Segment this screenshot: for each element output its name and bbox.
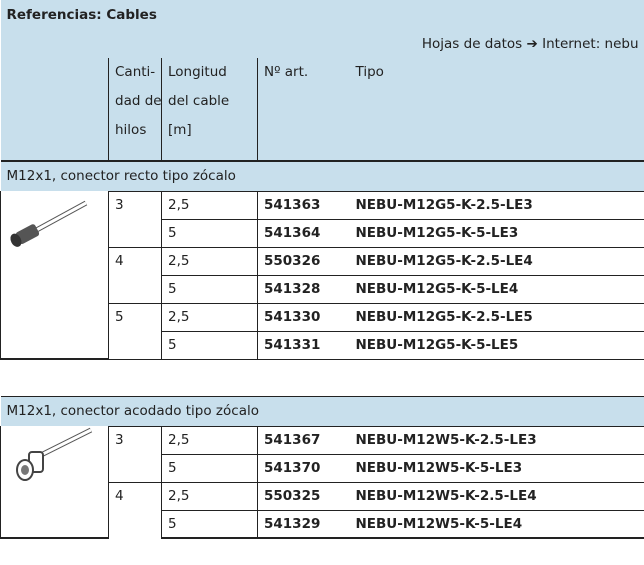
length-cell: 5	[161, 218, 258, 247]
connector-icon	[10, 200, 88, 247]
wires-cell: 4	[108, 246, 162, 303]
header-text: Longitud	[168, 64, 227, 80]
part-number: 541364	[257, 218, 350, 247]
header-text: Canti-	[115, 64, 156, 80]
type-code: NEBU-M12W5-K-5-LE3	[349, 453, 644, 482]
wires-cell: 3	[108, 425, 162, 482]
type-code: NEBU-M12W5-K-5-LE4	[349, 509, 644, 539]
item-row: 4 2,5 550325 NEBU-M12W5-K-2.5-LE4	[1, 481, 644, 538]
type-code: NEBU-M12W5-K-2.5-LE4	[349, 481, 644, 510]
length-cell: 2,5	[161, 425, 258, 454]
part-number: 541370	[257, 453, 350, 482]
section-title: M12x1, conector acodado tipo zócalo	[0, 395, 644, 426]
part-number: 541328	[257, 274, 350, 303]
header-cell: Canti-dad de hilos	[108, 58, 162, 162]
item-row: 3 2,5 541367 NEBU-M12W5-K-2.5-LE3	[0, 425, 644, 539]
item-row: 5 541331 NEBU-M12G5-K-5-LE5	[1, 330, 644, 359]
connector-icon	[16, 427, 93, 481]
part-number: 550326	[257, 246, 350, 275]
section-row: M12x1, conector recto tipo zócalo	[0, 160, 644, 191]
header-text: Tipo	[355, 64, 384, 80]
section-row: M12x1, conector acodado tipo zócalo	[0, 395, 644, 426]
header-cell: Longitud del cable [m]	[161, 58, 258, 162]
blank-row	[0, 358, 644, 396]
wires-cell: 4	[108, 481, 162, 538]
header-text: hilos	[115, 122, 147, 138]
type-code: NEBU-M12G5-K-2.5-LE3	[349, 190, 644, 219]
length-cell: 5	[161, 330, 258, 359]
part-number: 550325	[257, 481, 350, 510]
part-number: 541329	[257, 509, 350, 539]
length-cell: 2,5	[161, 190, 258, 219]
type-code: NEBU-M12G5-K-2.5-LE4	[349, 246, 644, 275]
length-cell: 5	[161, 509, 258, 539]
header-cell: Nº art.	[257, 58, 350, 162]
item-row: 3 2,5 541363 NEBU-M12G5-K-2.5-LE3	[0, 190, 644, 360]
section-title: M12x1, conector recto tipo zócalo	[0, 160, 644, 191]
blank-cell	[0, 358, 644, 396]
length-cell: 2,5	[161, 246, 258, 275]
length-cell: 2,5	[161, 302, 258, 331]
type-code: NEBU-M12W5-K-2.5-LE3	[349, 425, 644, 454]
item-row: 5 541328 NEBU-M12G5-K-5-LE4	[1, 274, 644, 303]
header-text: dad de	[115, 93, 162, 109]
table-title: Referencias: Cables	[6, 6, 157, 23]
header-text: [m]	[168, 122, 192, 138]
item-row: 5 541370 NEBU-M12W5-K-5-LE3	[1, 453, 644, 482]
part-number: 541330	[257, 302, 350, 331]
header-text: del cable	[168, 93, 230, 109]
item-row: 4 2,5 550326 NEBU-M12G5-K-2.5-LE4	[1, 246, 644, 303]
product-image	[0, 426, 109, 539]
length-cell: 5	[161, 274, 258, 303]
header-cell	[0, 58, 109, 162]
reference-table: Referencias: Cables Hojas de datos ➔ Int…	[0, 0, 644, 539]
part-number: 541363	[257, 190, 350, 219]
datasheet-note: Hojas de datos ➔ Internet: nebu	[421, 35, 639, 52]
length-cell: 5	[161, 453, 258, 482]
wires-cell: 5	[108, 302, 162, 359]
item-row: 5 2,5 541330 NEBU-M12G5-K-2.5-LE5	[1, 302, 644, 359]
type-code: NEBU-M12G5-K-2.5-LE5	[349, 302, 644, 331]
wires-cell: 3	[108, 190, 162, 247]
type-code: NEBU-M12G5-K-5-LE4	[349, 274, 644, 303]
part-number: 541331	[257, 330, 350, 359]
header-text: Nº art.	[264, 64, 309, 80]
item-row: 5 541329 NEBU-M12W5-K-5-LE4	[1, 509, 644, 539]
header-cell: Tipo	[349, 58, 644, 162]
type-code: NEBU-M12G5-K-5-LE3	[349, 218, 644, 247]
part-number: 541367	[257, 425, 350, 454]
item-row: 5 541364 NEBU-M12G5-K-5-LE3	[1, 218, 644, 247]
type-code: NEBU-M12G5-K-5-LE5	[349, 330, 644, 359]
product-image	[0, 191, 109, 360]
length-cell: 2,5	[161, 481, 258, 510]
